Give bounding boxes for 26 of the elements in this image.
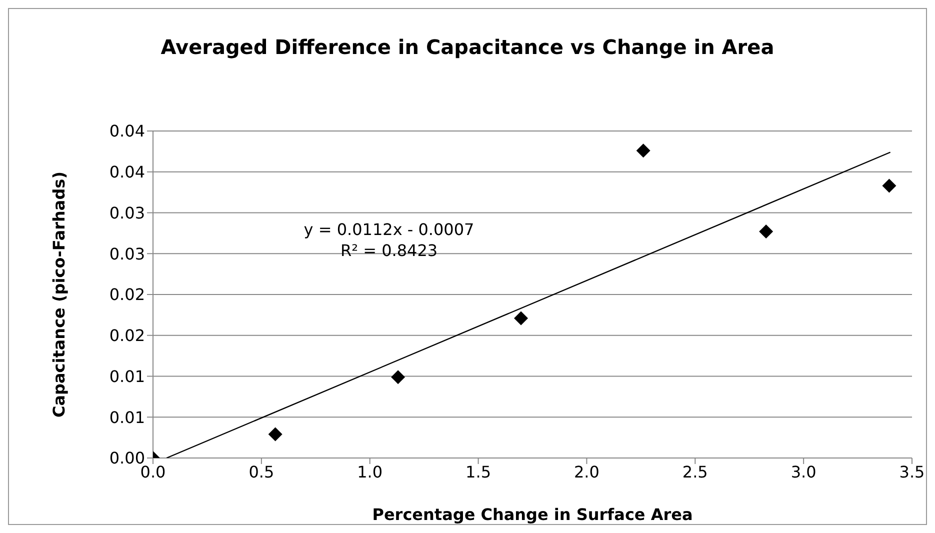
point [759, 224, 774, 239]
point [636, 144, 650, 158]
x-axis-title: Percentage Change in Surface Area [372, 505, 693, 524]
y-axis-title: Capacitance (pico-Farhads) [50, 171, 69, 418]
y-tick-label: 0.02 [109, 285, 145, 304]
y-tick-label: 0.01 [109, 366, 145, 386]
y-tick-label: 0.04 [109, 122, 145, 141]
annotation: y = 0.0112x - 0.0007 [304, 220, 474, 239]
x-tick-label: 2.0 [574, 462, 600, 482]
y-tick-label: 0.04 [109, 162, 145, 182]
chart-title: Averaged Difference in Capacitance vs Change in Area [160, 35, 776, 59]
annotation: R² = 0.8423 [340, 241, 438, 260]
point [514, 311, 528, 326]
point [882, 178, 896, 193]
y-tick-label: 0.03 [109, 203, 145, 222]
y-tick-label: 0.03 [109, 244, 145, 264]
x-tick-label: 0.5 [248, 462, 274, 482]
x-tick-label: 3.5 [899, 462, 925, 482]
y-tick-label: 0.01 [109, 408, 145, 427]
x-tick-label: 2.5 [682, 462, 708, 482]
y-tick-label: 0.02 [109, 326, 145, 346]
point [268, 427, 282, 442]
x-tick-label: 1.0 [357, 462, 383, 482]
point [391, 370, 406, 384]
x-tick-label: 3.0 [790, 462, 816, 482]
x-tick-label: 1.5 [466, 462, 492, 482]
